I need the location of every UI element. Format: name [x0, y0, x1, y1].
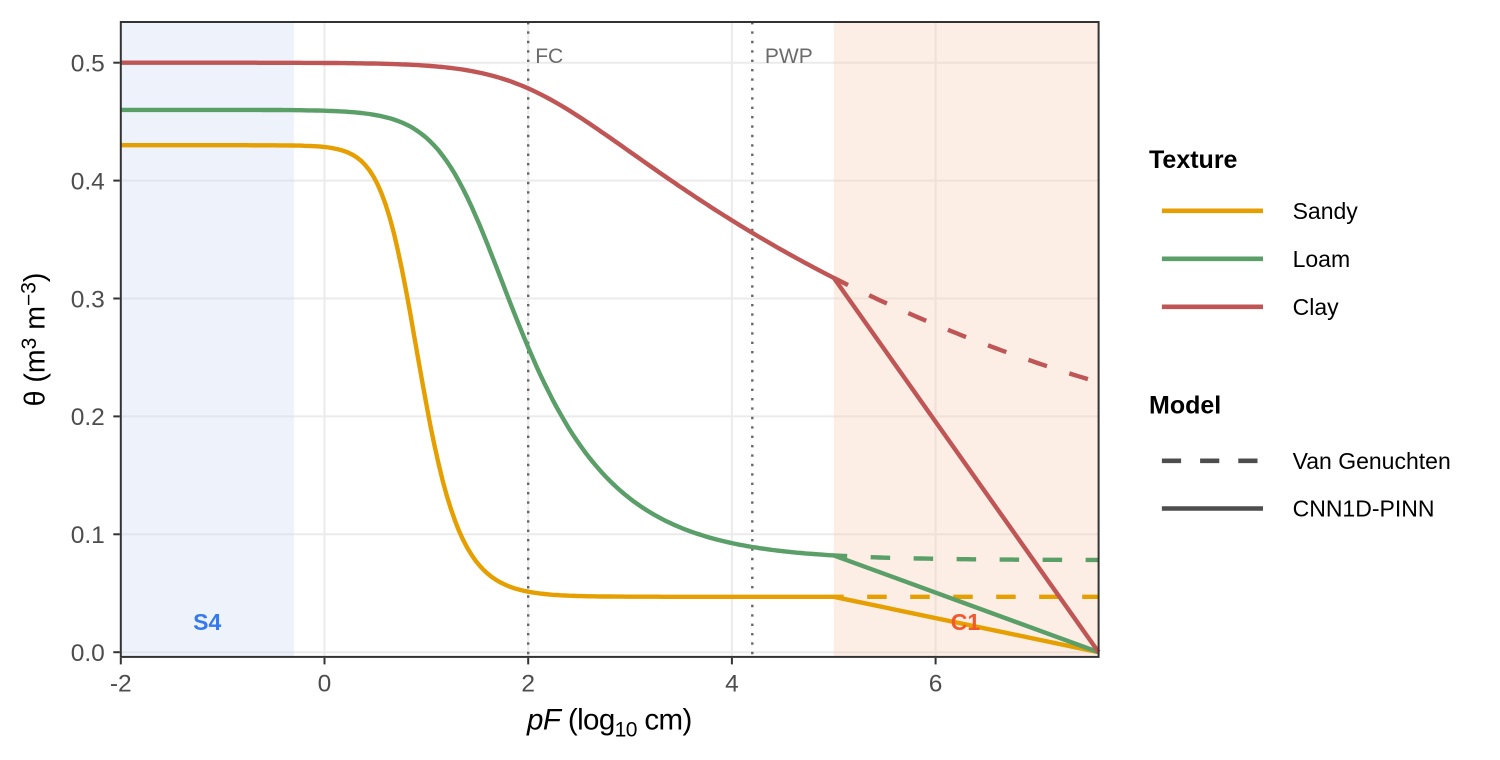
svg-text:0.5: 0.5 — [71, 51, 105, 78]
svg-text:0: 0 — [318, 671, 332, 698]
svg-text:6: 6 — [929, 671, 943, 698]
svg-text:4: 4 — [725, 671, 739, 698]
svg-text:Loam: Loam — [1293, 246, 1351, 272]
svg-text:FC: FC — [535, 45, 563, 68]
svg-text:CNN1D-PINN: CNN1D-PINN — [1293, 496, 1435, 522]
svg-text:S4: S4 — [193, 609, 221, 635]
svg-text:pF (log10 cm): pF (log10 cm) — [526, 703, 692, 741]
svg-text:0.1: 0.1 — [71, 522, 105, 549]
svg-text:Sandy: Sandy — [1293, 198, 1359, 224]
svg-text:C1: C1 — [951, 609, 981, 635]
svg-text:θ (m3 m−3): θ (m3 m−3) — [18, 273, 52, 407]
svg-text:2: 2 — [521, 671, 535, 698]
svg-text:0.3: 0.3 — [71, 286, 105, 313]
svg-text:0.4: 0.4 — [71, 168, 105, 195]
svg-text:Model: Model — [1149, 391, 1221, 419]
svg-text:0.0: 0.0 — [71, 640, 105, 667]
svg-text:Texture: Texture — [1149, 146, 1238, 174]
svg-text:-2: -2 — [110, 671, 132, 698]
svg-text:Van Genuchten: Van Genuchten — [1293, 448, 1451, 474]
svg-text:PWP: PWP — [765, 45, 813, 68]
svg-text:0.2: 0.2 — [71, 404, 105, 431]
svg-text:Clay: Clay — [1293, 294, 1340, 320]
